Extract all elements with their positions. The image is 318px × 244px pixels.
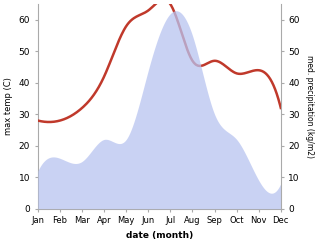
Y-axis label: med. precipitation (kg/m2): med. precipitation (kg/m2) — [305, 55, 314, 158]
X-axis label: date (month): date (month) — [126, 231, 193, 240]
Y-axis label: max temp (C): max temp (C) — [4, 77, 13, 135]
